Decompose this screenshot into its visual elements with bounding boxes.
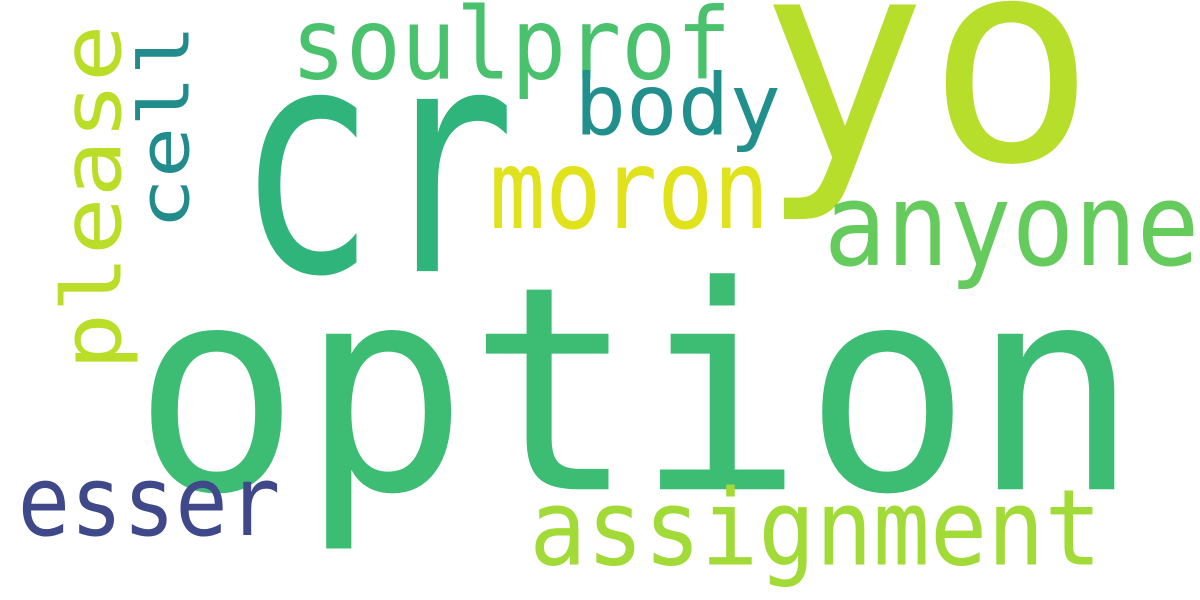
word-body: body [574,56,782,156]
word-cell: cell [124,24,206,230]
word-cr: cr [236,0,516,347]
word-moron: moron [489,125,770,255]
word-yo: yo [758,0,1096,228]
word-esser: esser [17,445,281,559]
word-please: please [44,24,141,371]
word-option: option [132,225,1140,557]
word-assignment: assignment [529,466,1102,590]
word-anyone: anyone [823,157,1200,293]
word-soulprof: soulprof [290,0,732,103]
